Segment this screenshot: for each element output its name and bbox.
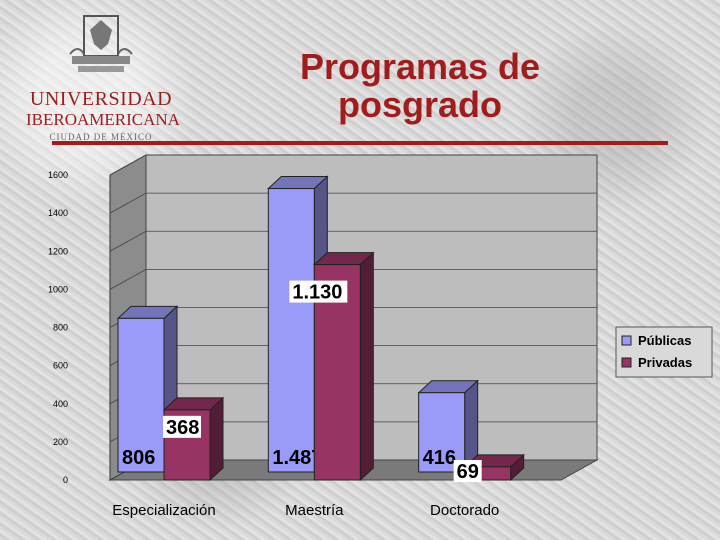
bar-side	[359, 251, 374, 482]
data-label: 368	[166, 417, 199, 439]
crest-icon	[69, 15, 133, 72]
legend-swatch	[621, 357, 632, 368]
university-logo: UNIVERSIDAD IBEROAMERICANA CIUDAD DE MÉX…	[26, 14, 180, 154]
logo-line-1: UNIVERSIDAD	[29, 88, 173, 110]
data-label-bg	[163, 415, 201, 438]
x-tick-label: Especialización	[112, 502, 215, 519]
y-tick-label: 400	[53, 399, 68, 409]
y-tick-label: 0	[63, 475, 68, 485]
data-label: 416	[423, 447, 456, 469]
y-tick-label: 1000	[48, 284, 68, 294]
legend-label: Públicas	[638, 333, 691, 348]
legend-swatch	[621, 335, 632, 346]
data-label: 69	[457, 461, 479, 483]
gridline	[109, 268, 597, 290]
bar	[117, 317, 165, 473]
data-label: 806	[122, 447, 155, 469]
legend-box	[615, 326, 713, 378]
y-tick-label: 800	[53, 323, 68, 333]
y-tick-label: 1400	[48, 208, 68, 218]
gridline	[109, 192, 597, 214]
data-label-bg	[289, 280, 348, 303]
bar	[418, 392, 466, 473]
data-label-bg	[453, 460, 482, 482]
logo-line-2: IBEROAMERICANA	[26, 110, 180, 129]
logo-line-3: CIUDAD DE MÉXICO	[49, 132, 153, 142]
title-underline	[52, 141, 668, 145]
y-tick-label: 600	[53, 361, 68, 371]
y-tick-label: 200	[53, 437, 68, 447]
gridline	[109, 230, 597, 252]
data-label: 1.487	[272, 447, 322, 469]
slide-title: Programas de posgrado	[299, 46, 541, 125]
legend-label: Privadas	[638, 355, 692, 370]
x-tick-label: Maestría	[285, 502, 344, 519]
x-tick-label: Doctorado	[430, 502, 499, 519]
bar-side	[209, 396, 224, 482]
gridline	[109, 154, 597, 176]
y-tick-label: 1600	[48, 170, 68, 180]
y-tick-label: 1200	[48, 246, 68, 256]
bar	[267, 188, 315, 473]
data-label: 1.130	[292, 282, 342, 304]
